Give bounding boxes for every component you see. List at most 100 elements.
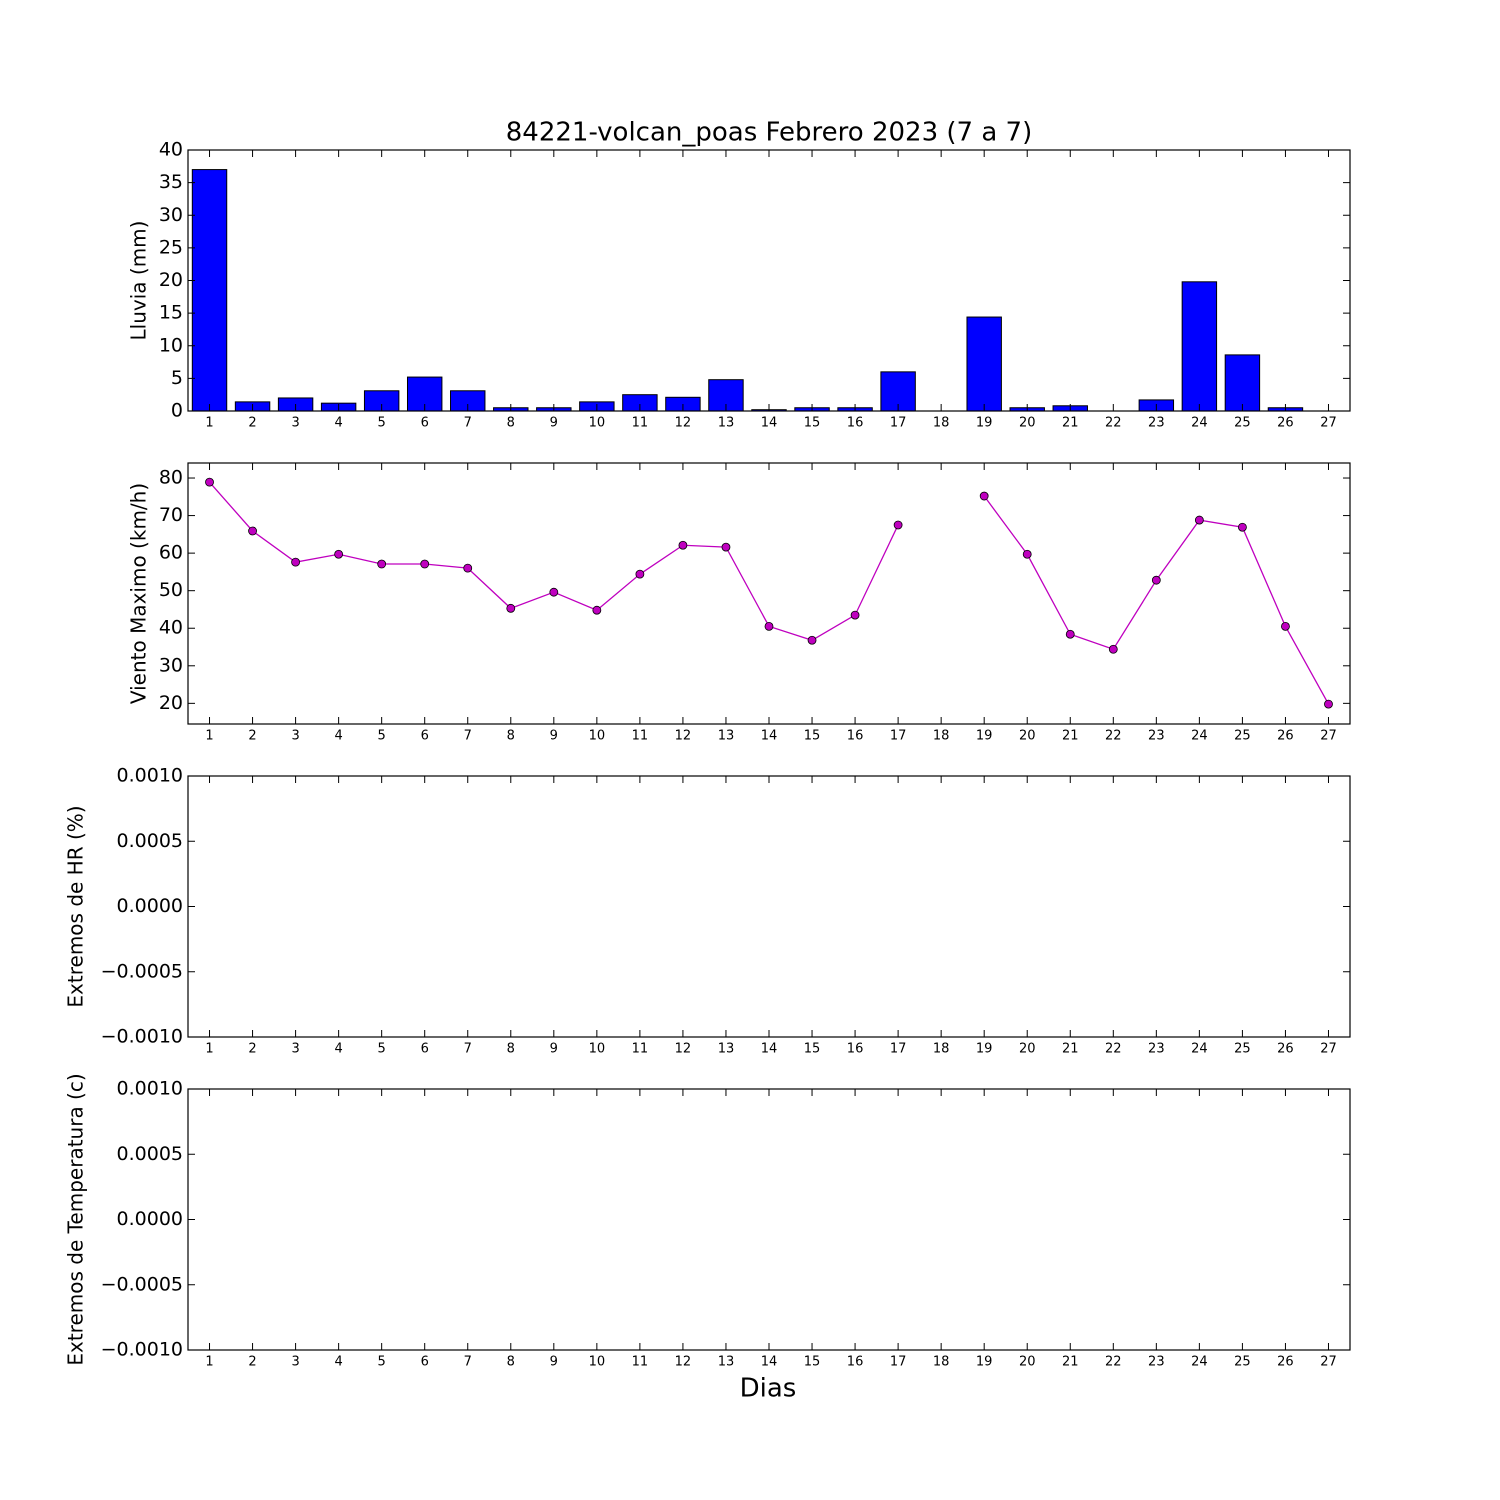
x-tick-label: 23 bbox=[1148, 729, 1165, 744]
x-tick-label: 16 bbox=[847, 1042, 864, 1057]
marker bbox=[1194, 515, 1204, 525]
marker bbox=[678, 540, 688, 550]
marker bbox=[1324, 699, 1333, 709]
x-tick-label: 13 bbox=[718, 416, 735, 431]
axes-frame bbox=[187, 149, 1351, 412]
x-tick-label: 21 bbox=[1062, 1042, 1079, 1057]
x-tick-label: 24 bbox=[1191, 729, 1208, 744]
y-tick-label: 70 bbox=[159, 504, 183, 526]
x-tick-label: 17 bbox=[890, 1355, 907, 1370]
x-tick-label: 27 bbox=[1320, 1042, 1337, 1057]
x-tick-label: 8 bbox=[507, 729, 515, 744]
x-tick-label: 22 bbox=[1105, 1042, 1122, 1057]
x-tick-label: 14 bbox=[761, 416, 778, 431]
x-tick-label: 20 bbox=[1019, 1042, 1036, 1057]
x-tick-label: 6 bbox=[421, 416, 429, 431]
y-tick-label: 10 bbox=[159, 334, 183, 356]
x-tick-label: 18 bbox=[933, 416, 950, 431]
y-axis-label: Viento Maximo (km/h) bbox=[127, 483, 151, 704]
x-tick-label: 2 bbox=[248, 416, 256, 431]
x-tick-label: 26 bbox=[1277, 729, 1294, 744]
x-tick-label: 8 bbox=[507, 1355, 515, 1370]
x-tick-label: 23 bbox=[1148, 1042, 1165, 1057]
x-tick-label: 10 bbox=[589, 1355, 606, 1370]
x-tick-label: 1 bbox=[205, 729, 213, 744]
marker bbox=[1022, 549, 1032, 559]
x-tick-label: 20 bbox=[1019, 416, 1036, 431]
x-tick-label: 3 bbox=[291, 1355, 299, 1370]
x-tick-label: 26 bbox=[1277, 1042, 1294, 1057]
x-tick-label: 26 bbox=[1277, 416, 1294, 431]
x-tick-label: 8 bbox=[507, 416, 515, 431]
x-tick-label: 24 bbox=[1191, 1355, 1208, 1370]
marker bbox=[334, 549, 344, 559]
x-tick-label: 20 bbox=[1019, 1355, 1036, 1370]
marker bbox=[592, 605, 602, 615]
marker bbox=[291, 557, 300, 567]
bar bbox=[1181, 281, 1218, 412]
x-tick-label: 23 bbox=[1148, 416, 1165, 431]
x-tick-label: 27 bbox=[1320, 1355, 1337, 1370]
y-tick-label: 0.0000 bbox=[117, 1208, 183, 1230]
bar bbox=[1224, 354, 1261, 412]
y-tick-label: 30 bbox=[159, 204, 183, 226]
x-tick-label: 25 bbox=[1234, 729, 1251, 744]
marker bbox=[248, 526, 257, 536]
x-tick-label: 21 bbox=[1062, 1355, 1079, 1370]
marker bbox=[506, 603, 516, 613]
x-tick-label: 10 bbox=[589, 1042, 606, 1057]
y-tick-label: 15 bbox=[159, 302, 183, 324]
x-tick-label: 6 bbox=[421, 729, 429, 744]
x-tick-label: 3 bbox=[291, 1042, 299, 1057]
x-tick-label: 17 bbox=[890, 729, 907, 744]
bar bbox=[191, 169, 228, 412]
x-axis-label: Dias bbox=[740, 1374, 797, 1404]
axes-frame bbox=[187, 462, 1351, 725]
marker bbox=[1281, 621, 1290, 631]
x-tick-label: 5 bbox=[378, 1355, 386, 1370]
x-tick-label: 18 bbox=[933, 729, 950, 744]
y-tick-label: −0.0005 bbox=[101, 1273, 183, 1295]
x-tick-label: 7 bbox=[464, 729, 472, 744]
y-axis-label: Extremos de Temperatura (c) bbox=[64, 1073, 88, 1365]
x-tick-label: 25 bbox=[1234, 1042, 1251, 1057]
marker bbox=[463, 563, 473, 573]
x-tick-label: 15 bbox=[804, 1042, 821, 1057]
y-axis-label: Lluvia (mm) bbox=[127, 221, 151, 341]
x-tick-label: 8 bbox=[507, 1042, 515, 1057]
x-tick-label: 22 bbox=[1105, 416, 1122, 431]
y-axis-label: Extremos de HR (%) bbox=[64, 805, 88, 1007]
x-tick-label: 19 bbox=[976, 729, 993, 744]
x-tick-label: 14 bbox=[761, 729, 778, 744]
y-tick-label: 20 bbox=[159, 692, 183, 714]
marker bbox=[979, 491, 989, 501]
marker bbox=[807, 635, 817, 645]
x-tick-label: 18 bbox=[933, 1042, 950, 1057]
x-tick-label: 27 bbox=[1320, 729, 1337, 744]
x-tick-label: 16 bbox=[847, 416, 864, 431]
x-tick-label: 12 bbox=[675, 416, 692, 431]
x-tick-label: 22 bbox=[1105, 1355, 1122, 1370]
x-tick-label: 1 bbox=[205, 416, 213, 431]
y-tick-label: −0.0010 bbox=[101, 1339, 183, 1361]
y-tick-label: 0.0005 bbox=[117, 830, 183, 852]
x-tick-label: 14 bbox=[761, 1355, 778, 1370]
x-tick-label: 12 bbox=[675, 1355, 692, 1370]
x-tick-label: 22 bbox=[1105, 729, 1122, 744]
x-tick-label: 17 bbox=[890, 1042, 907, 1057]
x-tick-label: 19 bbox=[976, 416, 993, 431]
x-tick-label: 4 bbox=[334, 1042, 342, 1057]
y-tick-label: 0.0010 bbox=[117, 765, 183, 787]
x-tick-label: 16 bbox=[847, 729, 864, 744]
x-tick-label: 12 bbox=[675, 1042, 692, 1057]
x-tick-label: 18 bbox=[933, 1355, 950, 1370]
marker bbox=[377, 559, 387, 569]
y-tick-label: 0.0010 bbox=[117, 1078, 183, 1100]
x-tick-label: 6 bbox=[421, 1355, 429, 1370]
bar bbox=[966, 316, 1002, 412]
x-tick-label: 12 bbox=[675, 729, 692, 744]
x-tick-label: 5 bbox=[378, 729, 386, 744]
y-tick-label: 20 bbox=[159, 269, 183, 291]
y-tick-label: 25 bbox=[159, 236, 183, 258]
y-tick-label: 50 bbox=[159, 579, 183, 601]
